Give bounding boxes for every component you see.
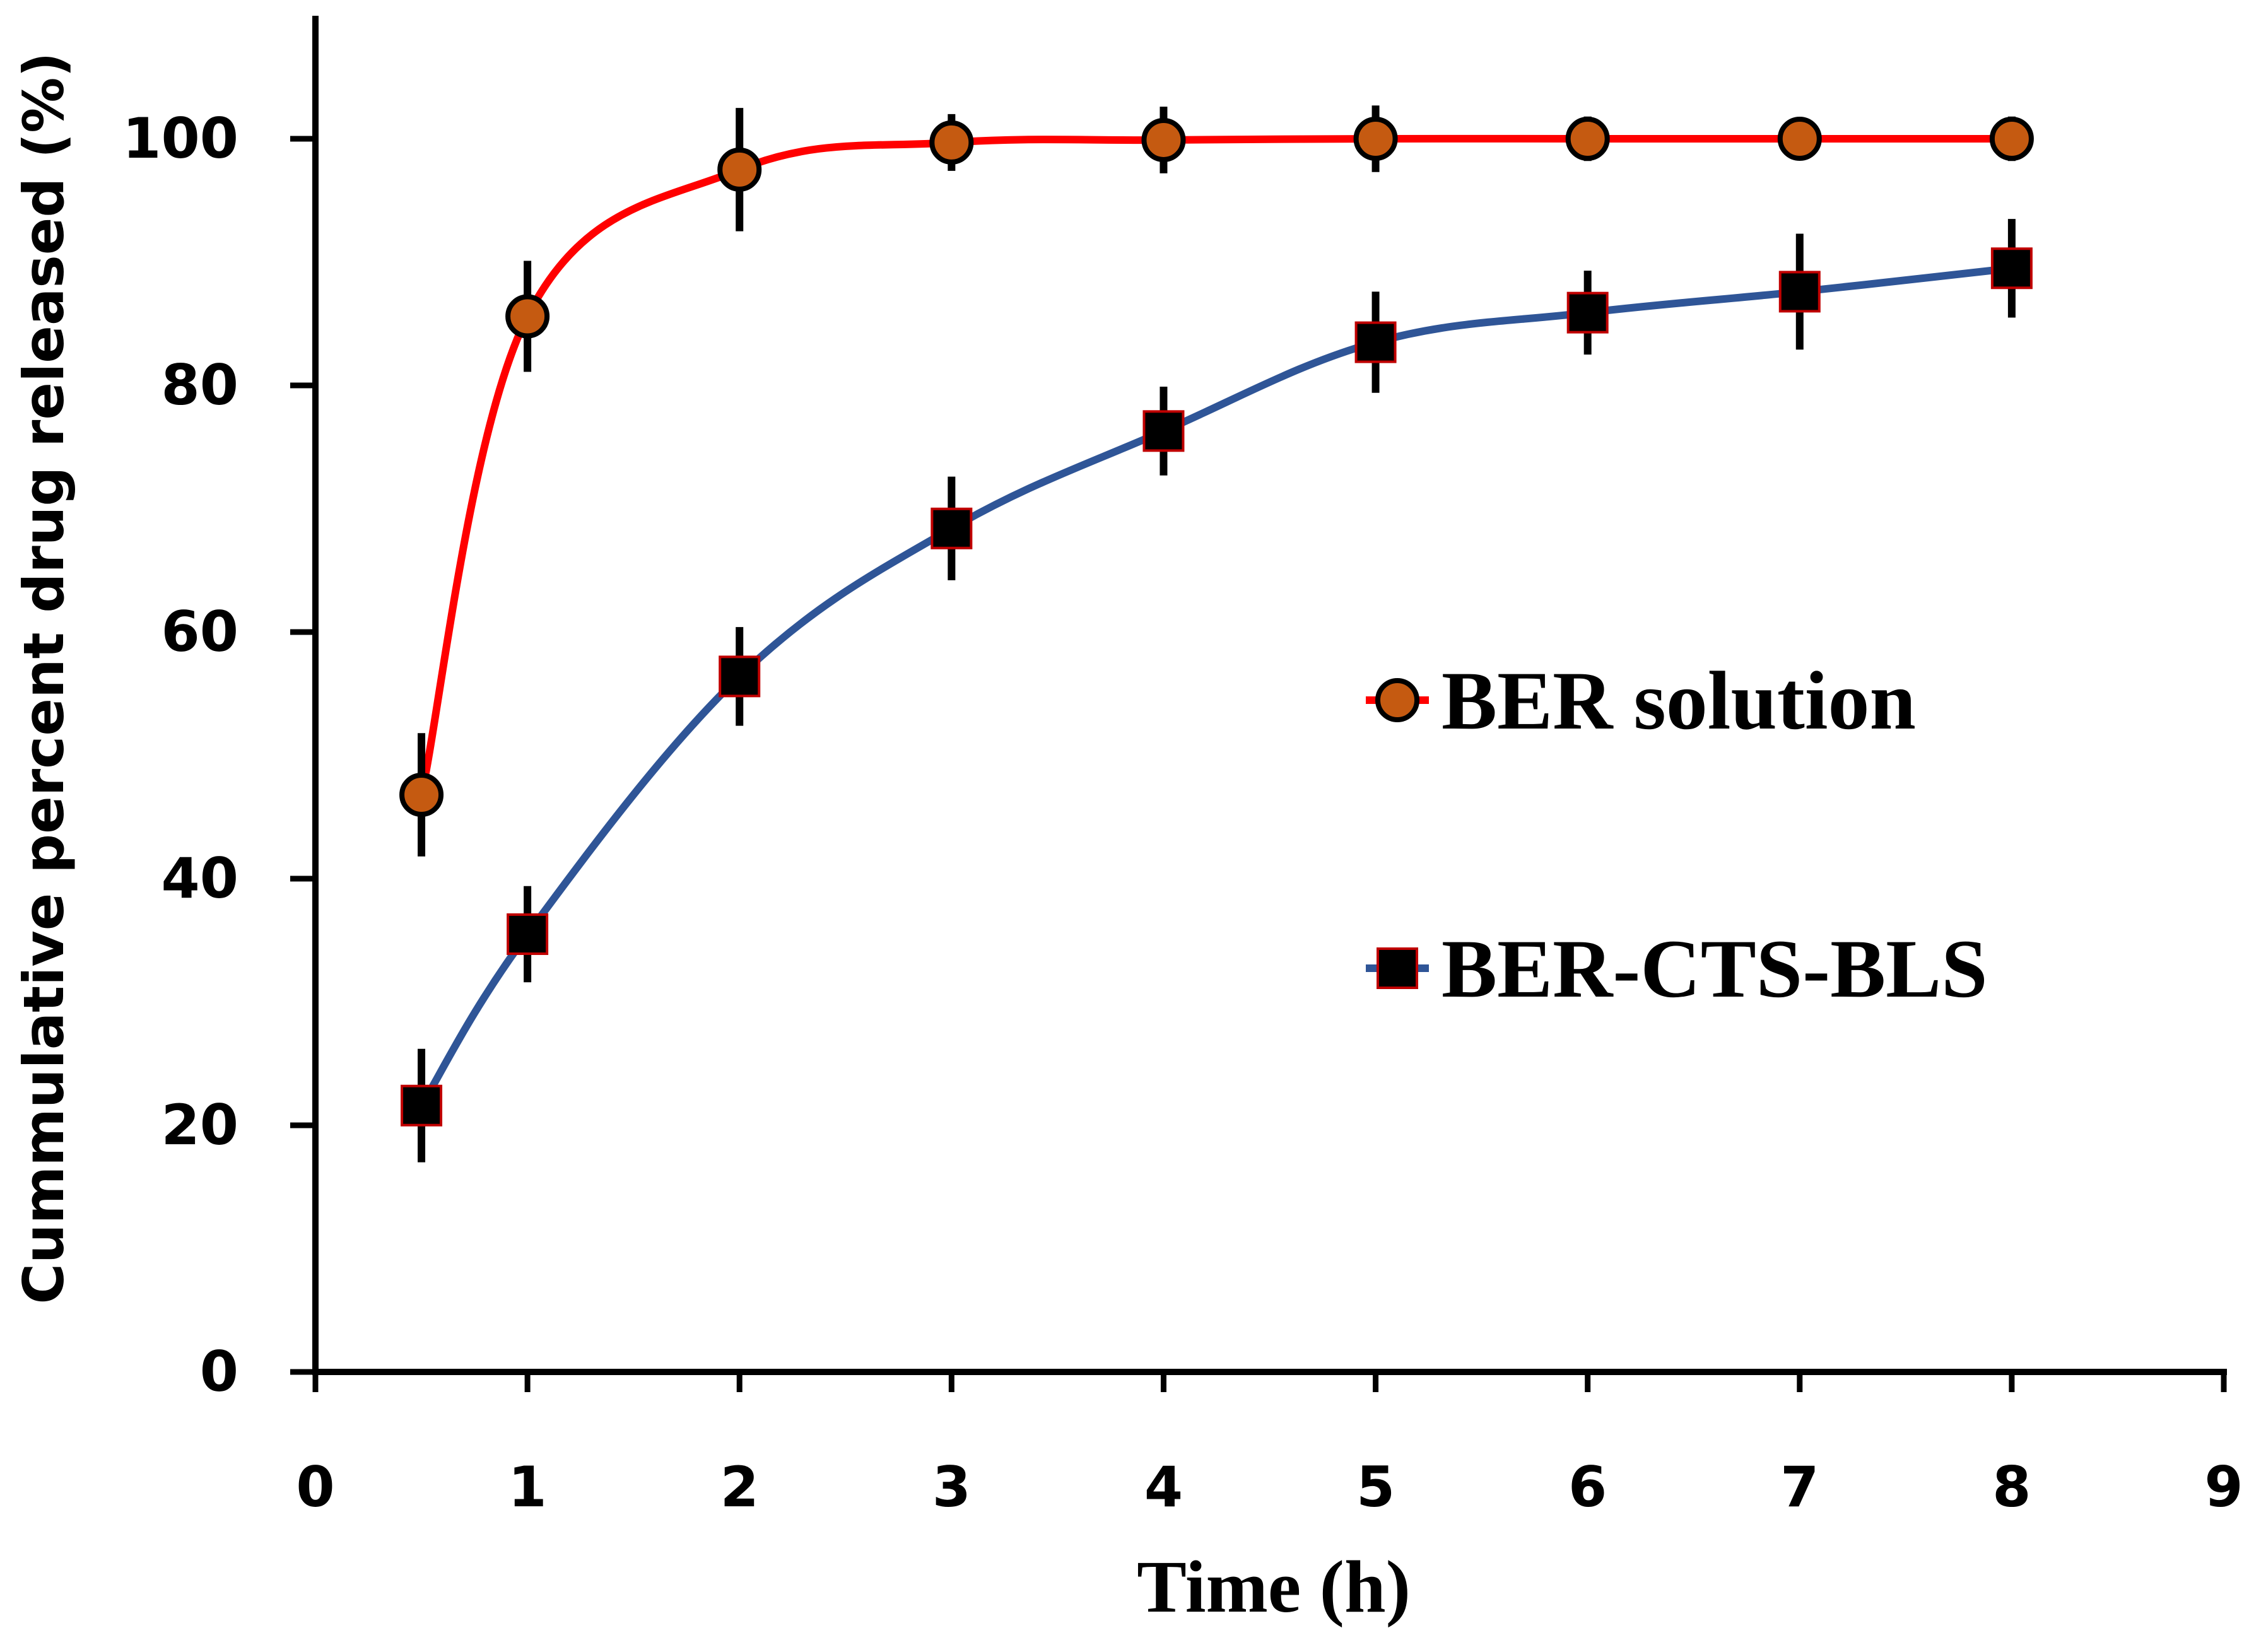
marker-ber-cts-bls-1 [507,913,549,955]
x-tick-label-7: 7 [1780,1455,1819,1520]
legend-marker-ber-cts-bls [1377,947,1418,989]
marker-ber-solution-7 [1777,117,1822,161]
ticks: 0 1 2 3 4 5 6 7 8 9 0 20 40 60 80 100 [122,106,2243,1520]
y-tick-label-40: 40 [162,846,238,911]
x-tick-label-3: 3 [932,1455,971,1520]
x-tick-label-1: 1 [508,1455,546,1520]
legend-marker-ber-solution [1375,678,1419,722]
legend: BER solution BER-CTS-BLS [1366,654,1988,1015]
x-tick-label-0: 0 [296,1455,334,1520]
marker-ber-solution-2 [717,147,762,192]
marker-ber-solution-1 [505,294,550,339]
marker-ber-cts-bls-8 [1990,247,2033,290]
y-tick-label-80: 80 [162,353,238,418]
series-ber-cts-bls [401,219,2033,1163]
marker-ber-cts-bls-6 [1566,291,1609,334]
x-tick-label-4: 4 [1144,1455,1183,1520]
marker-ber-cts-bls-7 [1778,271,1821,313]
marker-ber-solution-6 [1565,117,1610,161]
marker-ber-cts-bls-2 [719,655,761,698]
y-tick-label-20: 20 [162,1093,238,1157]
marker-ber-cts-bls-0 [401,1084,443,1127]
x-tick-label-5: 5 [1356,1455,1395,1520]
y-axis-title: Cummulative percent drug released (%) [11,52,76,1304]
legend-label-ber-solution: BER solution [1442,654,1916,747]
x-tick-label-9: 9 [2204,1455,2243,1520]
marker-ber-cts-bls-4 [1142,410,1185,452]
series-line-ber-cts-bls [418,264,2016,1110]
series-ber-solution [399,105,2034,857]
marker-ber-solution-3 [929,120,974,165]
marker-ber-solution-0 [399,773,444,817]
marker-ber-cts-bls-3 [931,507,973,549]
marker-ber-solution-4 [1141,117,1186,162]
axes [312,16,2227,1375]
legend-entry-ber-cts-bls: BER-CTS-BLS [1366,922,1988,1015]
marker-ber-solution-8 [1989,117,2034,161]
y-tick-label-100: 100 [122,106,238,171]
series-layer [399,105,2034,1163]
x-tick-label-2: 2 [720,1455,759,1520]
legend-label-ber-cts-bls: BER-CTS-BLS [1442,922,1988,1015]
y-tick-label-60: 60 [162,599,238,664]
marker-ber-cts-bls-5 [1354,321,1397,363]
x-tick-label-6: 6 [1568,1455,1607,1520]
x-tick-label-8: 8 [1992,1455,2031,1520]
x-axis-title: Time (h) [1137,1545,1411,1628]
legend-entry-ber-solution: BER solution [1366,654,1916,747]
y-tick-label-0: 0 [200,1339,238,1404]
marker-ber-solution-5 [1353,117,1398,161]
